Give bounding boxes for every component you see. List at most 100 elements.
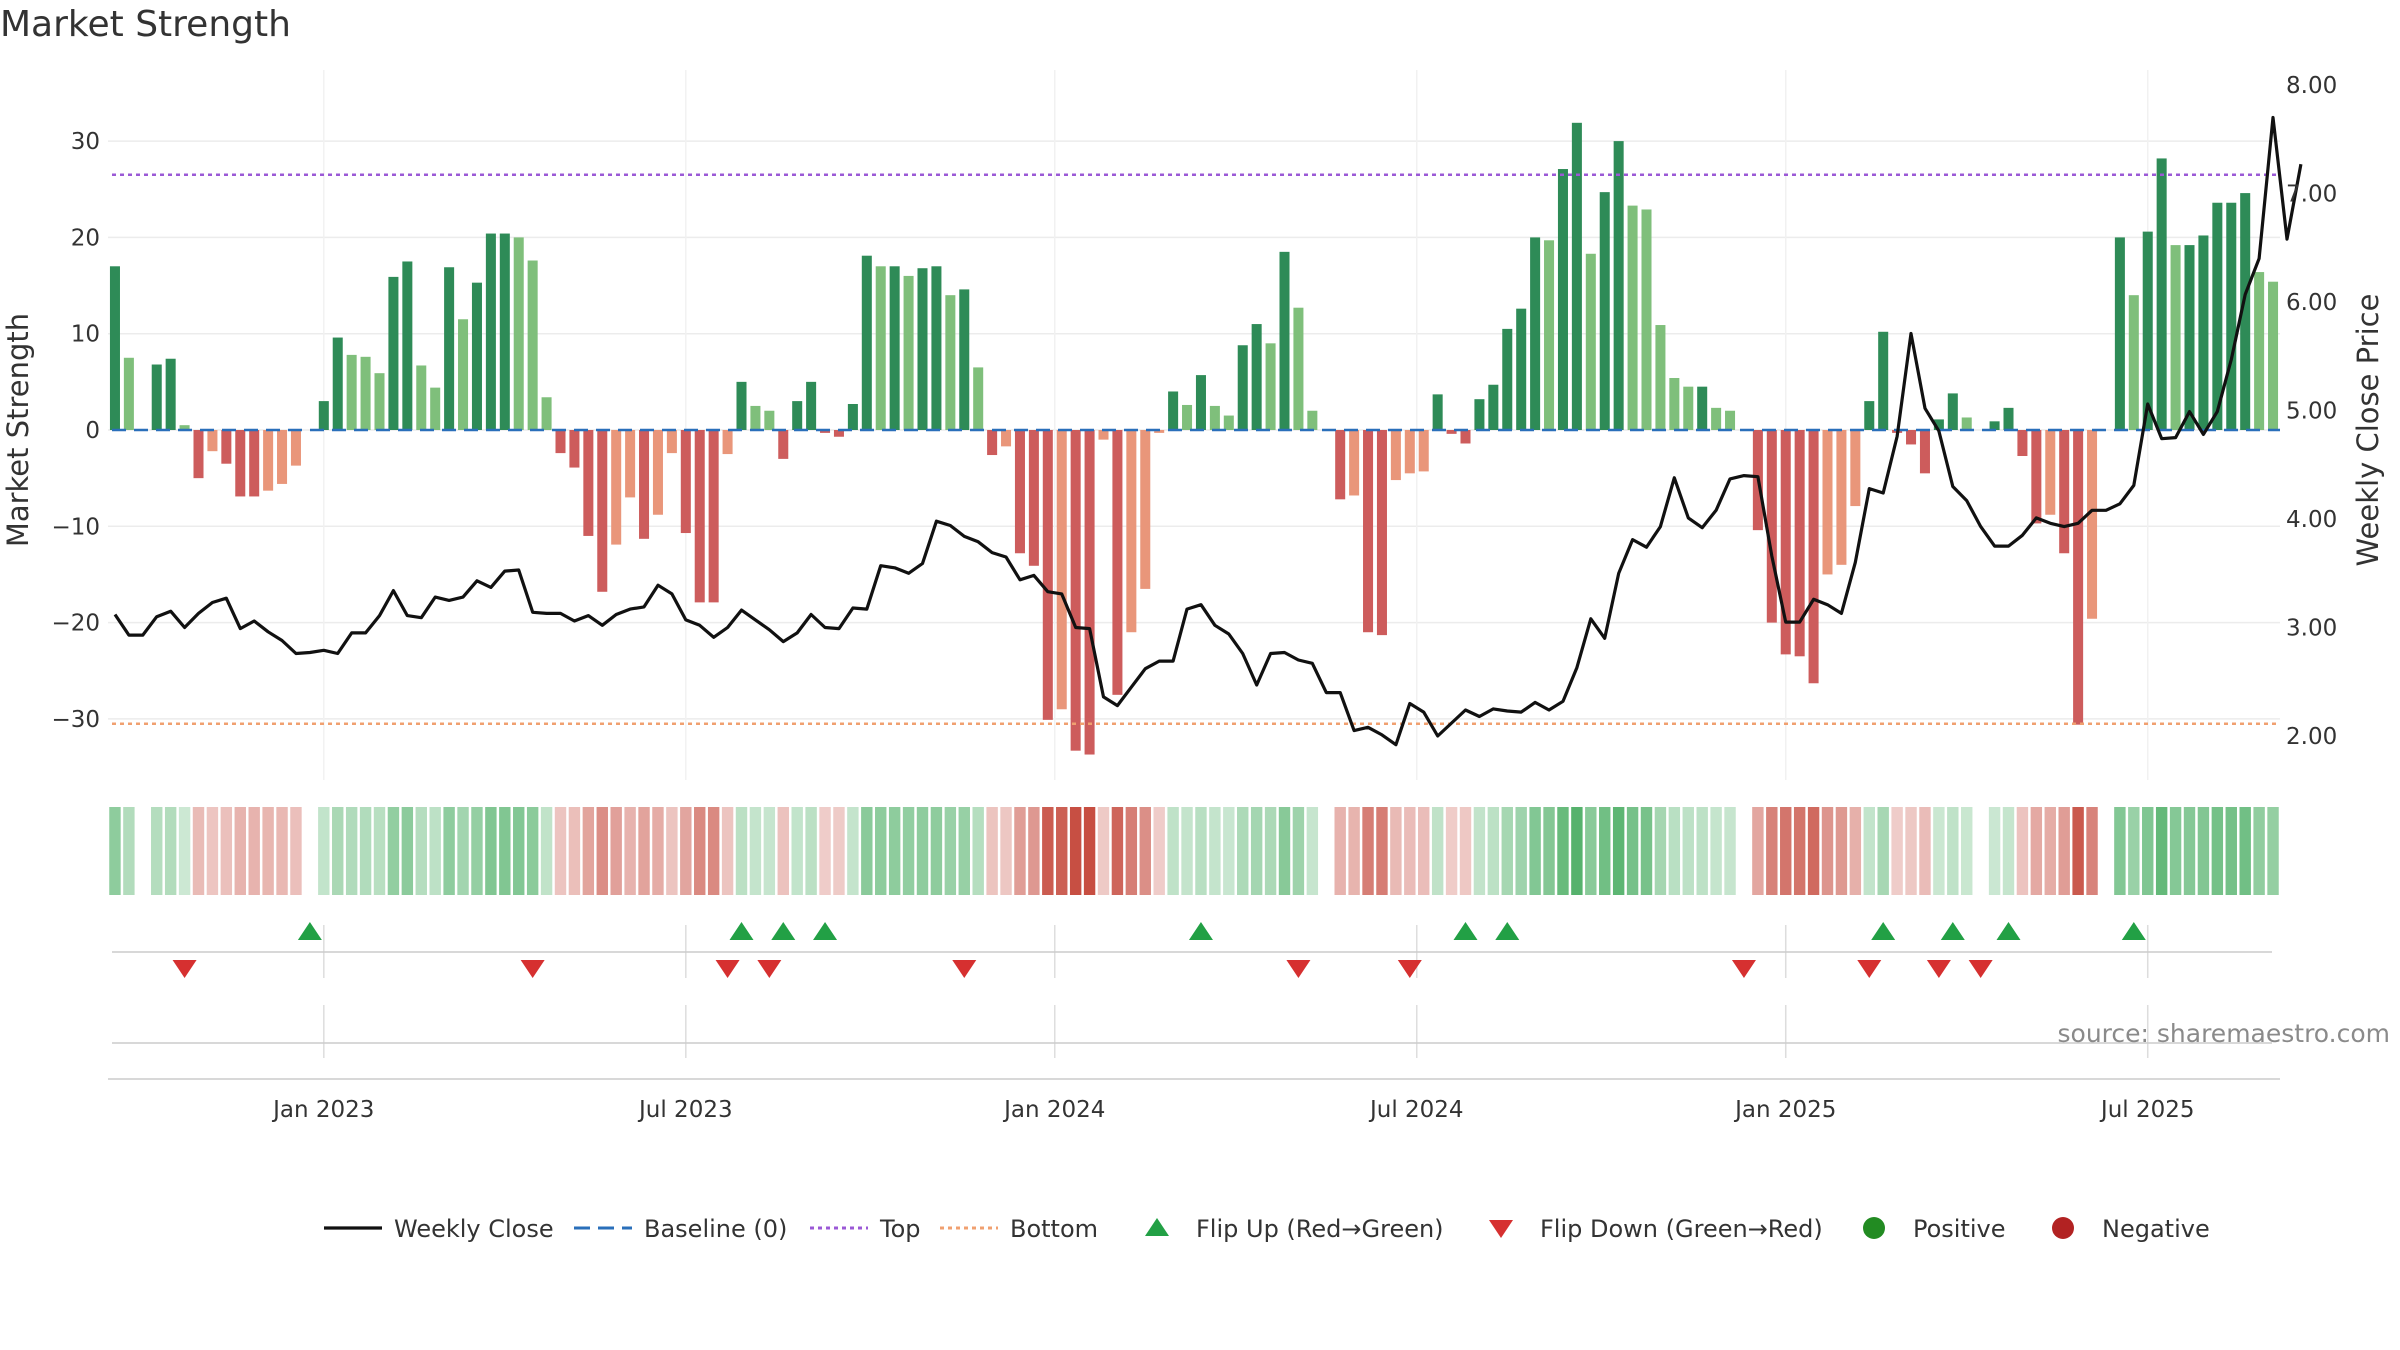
flip-down-marker (952, 960, 977, 978)
flip-down-marker (1926, 960, 1951, 978)
strength-bar (1154, 430, 1165, 433)
heat-cell (1195, 807, 1207, 895)
flip-up-marker (729, 922, 754, 940)
heat-cell (1056, 807, 1068, 895)
flip-down-marker (1397, 960, 1422, 978)
heat-cell (2267, 807, 2279, 895)
heat-cell (763, 807, 776, 895)
legend-label: Flip Down (Green→Red) (1540, 1215, 1823, 1243)
strength-bar (833, 430, 844, 437)
heat-cell (2016, 807, 2029, 895)
strength-bar (889, 266, 900, 430)
strength-bar (1766, 430, 1777, 623)
flip-up-marker (1871, 922, 1896, 940)
heat-cell (1028, 807, 1040, 895)
heat-cell (1877, 807, 1889, 895)
heat-cell (359, 807, 372, 895)
heat-cell (833, 807, 845, 895)
strength-bar (1599, 192, 1610, 430)
legend-swatch-negative (2052, 1217, 2074, 1239)
strength-bar (1933, 419, 1944, 430)
heat-cell (1250, 807, 1263, 895)
strength-bar (1195, 375, 1206, 430)
legend-label: Baseline (0) (644, 1215, 787, 1243)
strength-bar (959, 289, 970, 430)
strength-bar (792, 401, 803, 430)
strength-bar (471, 282, 482, 430)
heat-cell (1390, 807, 1402, 895)
heat-cell (986, 807, 998, 895)
strength-bar (2003, 407, 2014, 430)
heat-cell (1585, 807, 1597, 895)
strength-bar (2184, 245, 2195, 430)
heat-cell (304, 807, 316, 895)
heat-cell (944, 807, 957, 895)
heat-cell (373, 807, 386, 895)
heat-cell (1961, 807, 1973, 895)
strength-bar (2240, 193, 2251, 430)
heat-cell (972, 807, 984, 895)
heat-cell (1515, 807, 1527, 895)
y-left-tick-label: 30 (71, 129, 100, 155)
heat-cell (1264, 807, 1277, 895)
heat-cell (1682, 807, 1694, 895)
heat-cell (443, 807, 455, 895)
strength-bar (2156, 158, 2167, 430)
heat-cell (958, 807, 970, 895)
heat-cell (220, 807, 233, 895)
grid-lines (108, 70, 2280, 1058)
heat-cell (1473, 807, 1486, 895)
strength-bar (485, 233, 496, 430)
heat-cell (1849, 807, 1862, 895)
strength-bar (1001, 430, 1012, 447)
heat-cell (1668, 807, 1681, 895)
strength-bar (1404, 430, 1415, 474)
strength-bar (2226, 202, 2237, 430)
legend-label: Flip Up (Red→Green) (1196, 1215, 1444, 1243)
heat-cell (2100, 807, 2112, 895)
chart-title: Market Strength (0, 4, 291, 45)
strength-bar (1014, 430, 1025, 554)
heat-cell (248, 807, 260, 895)
heat-cell (1278, 807, 1291, 895)
strength-bar (1126, 430, 1137, 633)
heat-cell (2183, 807, 2196, 895)
heat-cell (262, 807, 274, 895)
strength-bar (1530, 237, 1541, 430)
strength-bar (1571, 122, 1582, 430)
heat-cell (694, 807, 706, 895)
heat-cell (415, 807, 427, 895)
heat-cell (1111, 807, 1124, 895)
legend-swatch-flip-down (1489, 1220, 1513, 1238)
heat-cell (568, 807, 581, 895)
heat-cell (1766, 807, 1778, 895)
flip-down-marker (1731, 960, 1756, 978)
heat-cell (916, 807, 929, 895)
heat-cell (401, 807, 414, 895)
strength-bar (722, 430, 733, 455)
heat-cell (345, 807, 358, 895)
strength-bar (2170, 245, 2181, 430)
heat-cell (902, 807, 915, 895)
y-right-tick-label: 5.00 (2286, 399, 2337, 425)
flip-up-marker (297, 922, 322, 940)
strength-bar (374, 373, 385, 430)
heat-cell (1947, 807, 1959, 895)
strength-bar (207, 430, 218, 452)
strength-bar (2114, 237, 2125, 430)
axes: 30 20 10 0 −10 −20 −30 8.00 7.00 6.00 5.00 4.00 3.00… (1, 73, 2385, 1123)
strength-bar (1878, 331, 1889, 430)
heat-cell (387, 807, 400, 895)
heat-cell (1863, 807, 1875, 895)
flip-up-marker (771, 922, 796, 940)
heat-cell (749, 807, 762, 895)
heat-cell (471, 807, 483, 895)
strength-bar (151, 364, 162, 430)
strength-bar (1168, 391, 1179, 430)
heat-cell (1431, 807, 1444, 895)
strength-bar (1028, 430, 1039, 566)
x-tick-label: Jan 2025 (1733, 1097, 1836, 1123)
strength-bar (290, 430, 301, 466)
heat-cell (2044, 807, 2056, 895)
strength-bar (1989, 421, 2000, 430)
